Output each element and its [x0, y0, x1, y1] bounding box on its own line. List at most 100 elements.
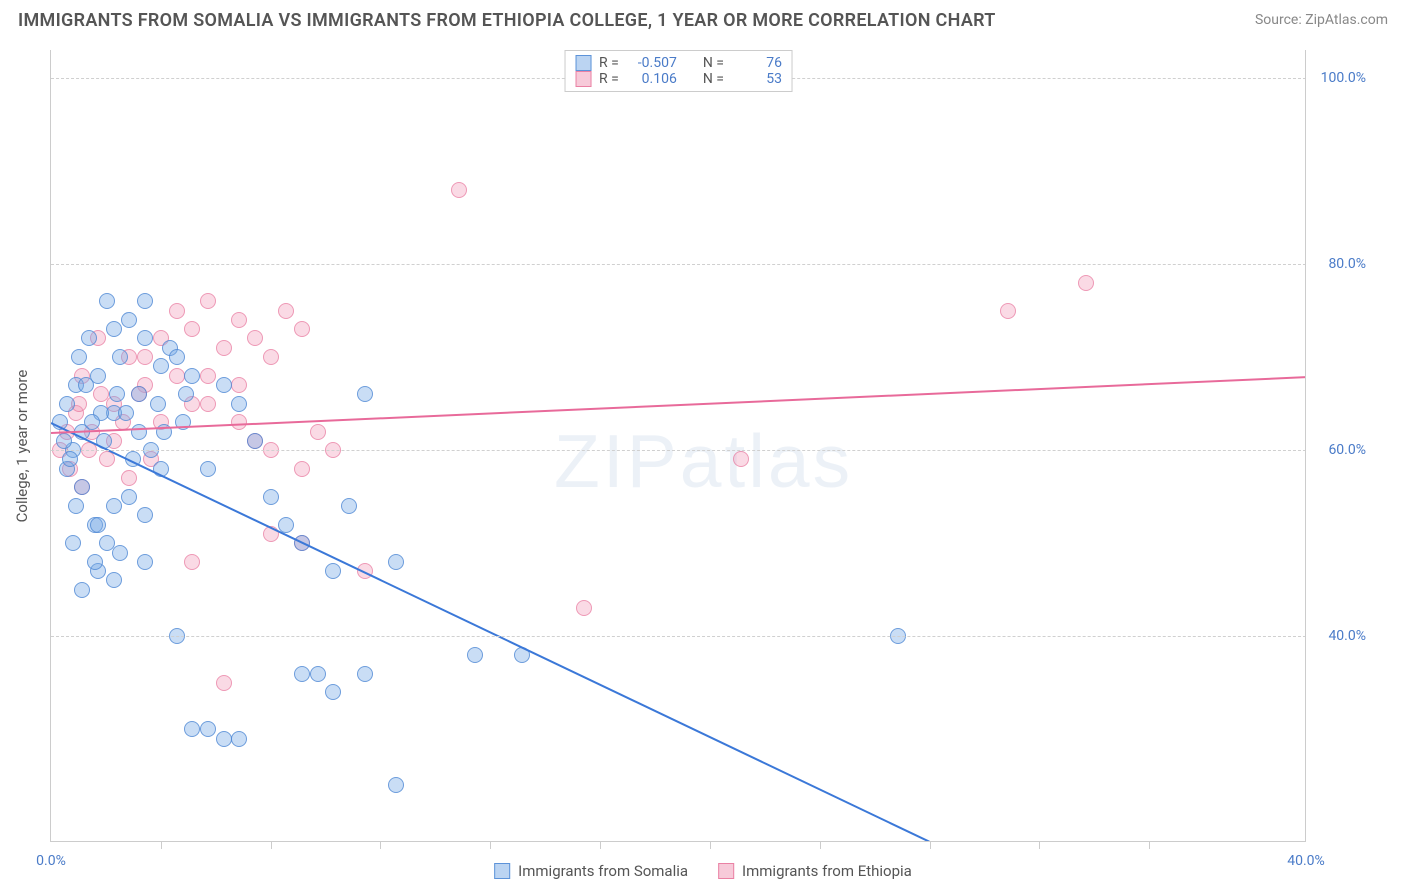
data-point	[169, 368, 185, 384]
data-point	[341, 498, 357, 514]
data-point	[112, 349, 128, 365]
data-point	[71, 349, 87, 365]
data-point	[278, 303, 294, 319]
plot-layer	[51, 50, 1306, 841]
data-point	[310, 666, 326, 682]
data-point	[294, 461, 310, 477]
data-point	[184, 721, 200, 737]
x-tick	[1039, 841, 1040, 849]
data-point	[74, 582, 90, 598]
y-tick-label: 40.0%	[1316, 628, 1366, 644]
data-point	[733, 451, 749, 467]
y-tick-label: 80.0%	[1316, 256, 1366, 272]
data-point	[231, 377, 247, 393]
x-tick	[380, 841, 381, 849]
data-point	[169, 303, 185, 319]
data-point	[68, 498, 84, 514]
x-tick	[820, 841, 821, 849]
swatch-ethiopia	[718, 863, 734, 879]
data-point	[325, 684, 341, 700]
data-point	[121, 312, 137, 328]
data-point	[121, 489, 137, 505]
data-point	[93, 386, 109, 402]
gridline	[51, 636, 1306, 637]
n-label: N =	[703, 55, 724, 71]
data-point	[118, 405, 134, 421]
data-point	[263, 489, 279, 505]
data-point	[137, 330, 153, 346]
data-point	[247, 433, 263, 449]
x-tick	[600, 841, 601, 849]
data-point	[451, 182, 467, 198]
swatch-ethiopia	[575, 71, 591, 87]
swatch-somalia	[575, 55, 591, 71]
r-label: R =	[599, 55, 619, 71]
data-point	[247, 330, 263, 346]
data-point	[278, 517, 294, 533]
data-point	[576, 600, 592, 616]
data-point	[200, 396, 216, 412]
data-point	[150, 396, 166, 412]
data-point	[178, 386, 194, 402]
data-point	[263, 349, 279, 365]
data-point	[1078, 275, 1094, 291]
data-point	[56, 433, 72, 449]
data-point	[131, 386, 147, 402]
data-point	[231, 312, 247, 328]
data-point	[78, 377, 94, 393]
data-point	[112, 545, 128, 561]
data-point	[200, 721, 216, 737]
gridline	[51, 450, 1306, 451]
r-label: R =	[599, 71, 619, 87]
chart-plot-area: ZIPatlas R = -0.507 N = 76 R = 0.106 N =…	[50, 50, 1306, 842]
data-point	[109, 386, 125, 402]
data-point	[137, 293, 153, 309]
data-point	[74, 479, 90, 495]
data-point	[200, 461, 216, 477]
data-point	[357, 666, 373, 682]
x-tick-label: 40.0%	[1287, 853, 1325, 869]
n-value-somalia: 76	[732, 55, 782, 71]
data-point	[388, 554, 404, 570]
data-point	[467, 647, 483, 663]
legend-row-ethiopia: R = 0.106 N = 53	[575, 71, 782, 87]
x-tick	[161, 841, 162, 849]
y-tick-label: 100.0%	[1316, 70, 1366, 86]
correlation-legend: R = -0.507 N = 76 R = 0.106 N = 53	[564, 50, 793, 92]
chart-title: IMMIGRANTS FROM SOMALIA VS IMMIGRANTS FR…	[18, 10, 996, 31]
legend-row-somalia: R = -0.507 N = 76	[575, 55, 782, 71]
data-point	[294, 666, 310, 682]
data-point	[131, 424, 147, 440]
x-tick	[710, 841, 711, 849]
gridline	[51, 264, 1306, 265]
data-point	[294, 321, 310, 337]
data-point	[169, 349, 185, 365]
x-tick	[490, 841, 491, 849]
data-point	[153, 358, 169, 374]
data-point	[99, 293, 115, 309]
x-tick-label: 0.0%	[36, 853, 66, 869]
data-point	[184, 321, 200, 337]
data-point	[231, 396, 247, 412]
n-label: N =	[703, 71, 724, 87]
x-tick	[930, 841, 931, 849]
data-point	[90, 517, 106, 533]
data-point	[184, 368, 200, 384]
data-point	[216, 731, 232, 747]
data-point	[200, 368, 216, 384]
legend-item-somalia: Immigrants from Somalia	[494, 862, 688, 880]
data-point	[200, 293, 216, 309]
data-point	[231, 414, 247, 430]
data-point	[121, 470, 137, 486]
data-point	[357, 386, 373, 402]
swatch-somalia	[494, 863, 510, 879]
legend-item-ethiopia: Immigrants from Ethiopia	[718, 862, 912, 880]
data-point	[106, 572, 122, 588]
y-tick-label: 60.0%	[1316, 442, 1366, 458]
data-point	[137, 349, 153, 365]
right-axis-border	[1305, 50, 1306, 842]
data-point	[325, 563, 341, 579]
data-point	[59, 396, 75, 412]
series-legend: Immigrants from Somalia Immigrants from …	[494, 862, 912, 880]
data-point	[216, 377, 232, 393]
